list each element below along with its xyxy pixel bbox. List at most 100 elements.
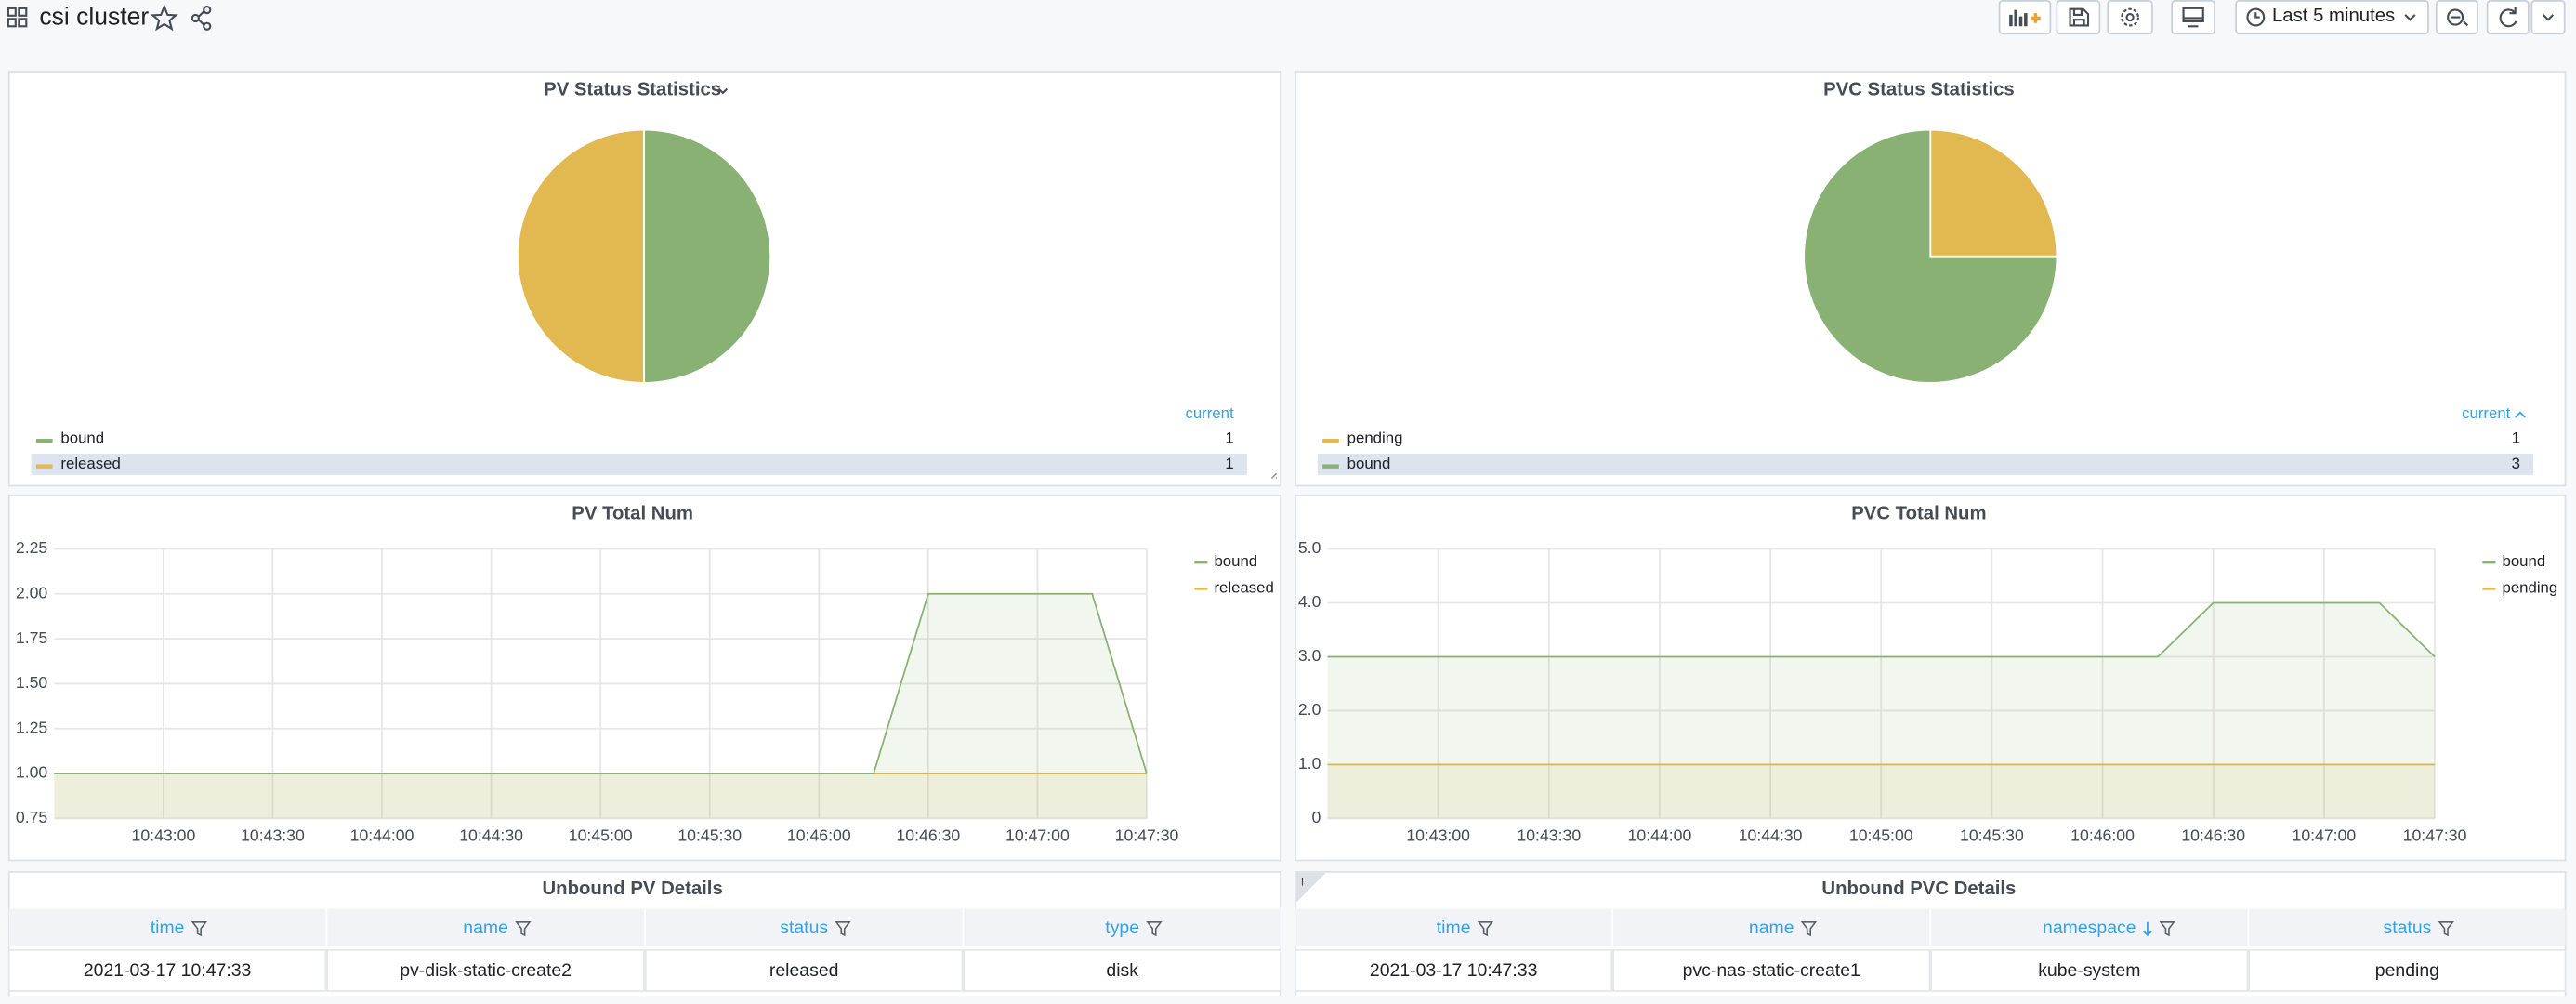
settings-icon [2121, 7, 2139, 27]
header-cell [8, 908, 326, 947]
legend-swatch [1322, 464, 1339, 469]
refresh-button[interactable] [2486, 0, 2530, 35]
panel-title[interactable]: PV Status Statistics [544, 80, 721, 100]
panel-menu-caret[interactable] [717, 87, 729, 95]
tv-mode-icon [2182, 7, 2204, 28]
sort-arrow [2515, 411, 2526, 418]
resize-handle[interactable] [1270, 472, 1278, 479]
legend-label[interactable]: bound [2503, 552, 2546, 570]
legend-row-highlight [1317, 453, 2534, 475]
table-cell [7, 948, 327, 992]
legend-value: 1 [1225, 429, 1233, 446]
panel-title[interactable]: Unbound PVC Details [1821, 878, 2016, 899]
legend-value: 3 [2512, 455, 2520, 472]
cell-text: 2021-03-17 10:47:33 [84, 960, 252, 981]
header-cell [327, 908, 645, 947]
column-header[interactable]: time [151, 918, 185, 938]
filter-icon[interactable] [2438, 920, 2454, 937]
cell-text: released [769, 960, 839, 981]
column-header[interactable]: namespace [2043, 918, 2136, 938]
dashboards-icon[interactable] [7, 7, 28, 28]
area-fill [54, 773, 1147, 819]
x-tick-label: 10:44:00 [350, 826, 414, 845]
legend-label[interactable]: bound [1347, 455, 1391, 472]
y-tick-label: 3.0 [1298, 646, 1321, 665]
y-tick-label: 1.75 [16, 628, 48, 647]
legend-swatch [1194, 561, 1208, 564]
legend-swatch [1194, 588, 1208, 590]
filter-icon[interactable] [2159, 920, 2175, 937]
star-icon[interactable] [150, 4, 178, 32]
legend-swatch [35, 464, 53, 469]
column-header[interactable]: status [780, 918, 828, 938]
y-tick-label: 1.25 [16, 718, 48, 736]
clock-icon [2246, 7, 2266, 27]
legend-swatch [1322, 439, 1339, 443]
legend-label[interactable]: pending [1347, 429, 1403, 446]
x-tick-label: 10:47:30 [2403, 826, 2467, 845]
filter-icon[interactable] [1146, 920, 1163, 937]
legend-label[interactable]: pending [2503, 578, 2558, 596]
column-header[interactable]: type [1105, 918, 1139, 938]
y-tick-label: 2.00 [16, 583, 48, 601]
legend-label[interactable]: released [60, 455, 120, 472]
dashboard-title[interactable]: csi cluster [39, 2, 149, 30]
x-tick-label: 10:44:00 [1628, 826, 1692, 845]
y-tick-label: 2.25 [16, 538, 48, 557]
panel-title[interactable]: PVC Total Num [1851, 504, 1986, 524]
refresh-interval-button[interactable] [2530, 0, 2566, 35]
filter-icon[interactable] [191, 920, 208, 937]
column-header[interactable]: name [1749, 918, 1794, 938]
panel-info-corner[interactable] [1295, 872, 1326, 903]
time-range[interactable]: Last 5 minutes [2272, 6, 2395, 26]
y-tick-label: 0 [1312, 808, 1321, 826]
settings-button[interactable] [2107, 0, 2153, 35]
cell-text: 2021-03-17 10:47:33 [1370, 960, 1538, 981]
table-cell [644, 948, 964, 992]
legend-label[interactable]: released [1214, 578, 1273, 596]
header-cell [1295, 908, 1612, 947]
x-tick-label: 10:45:00 [569, 826, 633, 845]
column-header[interactable]: time [1437, 918, 1471, 938]
column-header[interactable]: name [463, 918, 508, 938]
x-tick-label: 10:45:30 [1960, 826, 2024, 845]
cell-text: pvc-nas-static-create1 [1683, 960, 1860, 981]
x-tick-label: 10:47:00 [1005, 826, 1070, 845]
save-button[interactable] [2056, 0, 2101, 35]
x-tick-label: 10:46:30 [2181, 826, 2245, 845]
legend-value: 1 [2512, 429, 2520, 446]
legend-label[interactable]: bound [60, 429, 104, 446]
time-picker-caret [2404, 14, 2416, 21]
x-tick-label: 10:47:30 [1115, 826, 1179, 845]
table-cell [1295, 948, 1613, 992]
panel-title[interactable]: Unbound PV Details [543, 878, 723, 899]
x-tick-label: 10:45:30 [677, 826, 742, 845]
pie-slice [1803, 128, 2058, 384]
panel-title[interactable]: PVC Status Statistics [1823, 80, 2015, 100]
header-cell [1613, 908, 1930, 947]
panel [7, 495, 1281, 862]
panel-title[interactable]: PV Total Num [572, 504, 693, 524]
x-tick-label: 10:45:00 [1849, 826, 1913, 845]
legend-label[interactable]: bound [1214, 552, 1257, 570]
x-tick-label: 10:46:00 [787, 826, 851, 845]
y-tick-label: 2.0 [1298, 700, 1321, 719]
filter-icon[interactable] [1477, 920, 1494, 937]
refresh-caret [2542, 14, 2555, 21]
clock-hands [2254, 12, 2260, 19]
filter-icon[interactable] [515, 920, 532, 937]
table-cell [1930, 948, 2249, 992]
filter-icon[interactable] [835, 920, 851, 937]
add-panel-plus [2031, 13, 2041, 23]
column-header[interactable]: status [2383, 918, 2431, 938]
share-icon[interactable] [191, 6, 212, 31]
zoom-out-lens [2447, 8, 2464, 26]
filter-icon[interactable] [1800, 920, 1818, 937]
cell-text: disk [1106, 960, 1138, 981]
x-tick-label: 10:43:00 [132, 826, 196, 845]
x-tick-label: 10:44:30 [1739, 826, 1803, 845]
y-tick-label: 1.0 [1298, 754, 1321, 773]
y-tick-label: 5.0 [1298, 538, 1321, 557]
time-picker[interactable] [2235, 0, 2429, 35]
